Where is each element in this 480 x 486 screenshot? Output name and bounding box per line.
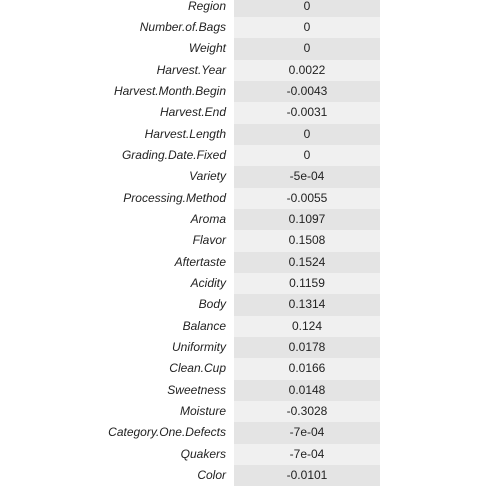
table-row: Uniformity 0.0178 xyxy=(0,337,380,359)
row-value: 0.1097 xyxy=(234,208,380,231)
row-gap xyxy=(226,166,234,187)
row-value: 0 xyxy=(234,123,380,145)
row-gap xyxy=(226,102,234,123)
row-gap xyxy=(226,81,234,102)
table-row: Number.of.Bags 0 xyxy=(0,16,380,39)
row-gap xyxy=(226,0,234,17)
row-label: Moisture xyxy=(179,404,226,419)
row-label: Sweetness xyxy=(167,382,226,397)
row-label: Body xyxy=(198,297,226,312)
row-value: -0.0101 xyxy=(234,465,380,486)
row-gap xyxy=(226,358,234,379)
row-gap xyxy=(226,252,234,273)
row-value: 0.0166 xyxy=(234,358,380,380)
row-label: Aroma xyxy=(190,211,226,226)
table-row: Balance 0.124 xyxy=(0,315,380,337)
row-gap xyxy=(226,422,234,443)
row-gap xyxy=(226,444,234,465)
row-value: 0.1524 xyxy=(234,251,380,273)
row-label: Variety xyxy=(189,169,226,184)
table-row: Clean.Cup 0.0166 xyxy=(0,358,380,380)
row-label: Balance xyxy=(182,318,226,333)
table-row: Aroma 0.1097 xyxy=(0,208,380,231)
row-gap xyxy=(226,316,234,337)
table-row: Variety -5e-04 xyxy=(0,166,380,188)
row-label: Category.One.Defects xyxy=(108,425,226,440)
row-value: 0.1314 xyxy=(234,294,380,316)
table-row: Weight 0 xyxy=(0,38,380,60)
row-gap xyxy=(226,401,234,422)
table-row: Moisture -0.3028 xyxy=(0,401,380,423)
table-row: Harvest.Length 0 xyxy=(0,123,380,145)
row-gap xyxy=(226,294,234,315)
table-row: Quakers -7e-04 xyxy=(0,443,380,466)
row-gap xyxy=(226,465,234,486)
row-gap xyxy=(226,60,234,81)
table-row: Color -0.0101 xyxy=(0,465,380,486)
table-row: Category.One.Defects -7e-04 xyxy=(0,422,380,444)
row-label: Clean.Cup xyxy=(169,361,226,376)
row-value: 0.1508 xyxy=(234,230,380,252)
table-row: Acidity 0.1159 xyxy=(0,272,380,295)
row-gap xyxy=(226,209,234,230)
table-row: Harvest.Year 0.0022 xyxy=(0,59,380,81)
row-gap xyxy=(226,124,234,145)
coefficient-table: Region 0 Number.of.Bags 0 Weight 0 Harve… xyxy=(0,0,380,486)
row-label: Processing.Method xyxy=(123,190,226,205)
row-label: Harvest.End xyxy=(159,105,226,120)
row-label: Aftertaste xyxy=(174,254,226,269)
row-label: Uniformity xyxy=(171,340,226,354)
row-value: -7e-04 xyxy=(234,443,380,466)
row-gap xyxy=(226,145,234,166)
row-gap xyxy=(226,230,234,251)
row-gap xyxy=(226,188,234,209)
row-gap xyxy=(226,17,234,38)
row-value: 0.0022 xyxy=(234,59,380,81)
row-gap xyxy=(226,380,234,401)
table-row: Sweetness 0.0148 xyxy=(0,379,380,402)
row-gap xyxy=(226,38,234,59)
row-label: Number.of.Bags xyxy=(139,19,226,34)
row-value: -0.0043 xyxy=(234,80,380,103)
table-row: Flavor 0.1508 xyxy=(0,230,380,252)
table-row: Harvest.Month.Begin -0.0043 xyxy=(0,80,380,103)
row-label: Harvest.Year xyxy=(156,62,226,77)
row-value: 0 xyxy=(234,144,380,167)
table-row: Body 0.1314 xyxy=(0,294,380,316)
row-value: 0 xyxy=(234,16,380,39)
row-label: Flavor xyxy=(192,233,226,248)
table-row: Grading.Date.Fixed 0 xyxy=(0,144,380,167)
row-label: Weight xyxy=(188,41,226,56)
row-value: 0 xyxy=(234,0,380,17)
row-gap xyxy=(226,273,234,294)
row-value: -7e-04 xyxy=(234,422,380,444)
table-row: Region 0 xyxy=(0,0,380,17)
row-label: Region xyxy=(187,0,226,13)
row-value: 0.0178 xyxy=(234,337,380,359)
row-value: 0 xyxy=(234,38,380,60)
row-value: -5e-04 xyxy=(234,166,380,188)
table-row: Aftertaste 0.1524 xyxy=(0,251,380,273)
row-value: 0.124 xyxy=(234,315,380,337)
row-value: -0.3028 xyxy=(234,401,380,423)
row-gap xyxy=(226,337,234,358)
table-row: Processing.Method -0.0055 xyxy=(0,187,380,209)
table-row: Harvest.End -0.0031 xyxy=(0,102,380,124)
row-value: -0.0031 xyxy=(234,102,380,124)
row-value: 0.0148 xyxy=(234,379,380,402)
row-label: Harvest.Month.Begin xyxy=(113,83,226,98)
row-label: Grading.Date.Fixed xyxy=(121,147,226,162)
row-value: -0.0055 xyxy=(234,187,380,209)
row-label: Harvest.Length xyxy=(144,126,226,141)
row-value: 0.1159 xyxy=(234,272,380,295)
row-label: Acidity xyxy=(190,275,226,290)
row-label: Quakers xyxy=(180,446,226,461)
row-label: Color xyxy=(197,468,226,483)
